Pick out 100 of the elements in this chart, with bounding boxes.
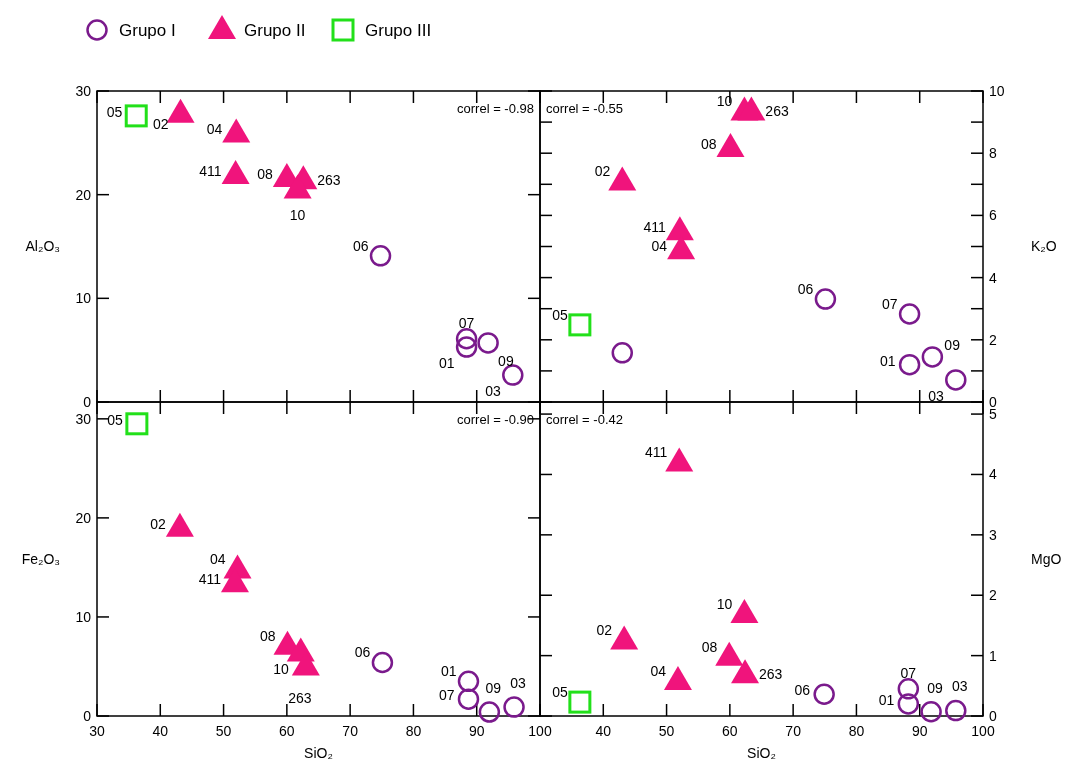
- annotation: 03: [485, 382, 501, 399]
- point: [813, 683, 835, 706]
- annotation: 02: [596, 622, 613, 639]
- annotation: 10: [716, 595, 733, 612]
- legend-label: Grupo I: [119, 20, 176, 40]
- point: [477, 332, 499, 354]
- annotation: 411: [644, 444, 668, 461]
- annotation: 02: [594, 163, 611, 180]
- y-tick-label: 8: [989, 145, 997, 162]
- annotation: 263: [759, 666, 783, 683]
- point: [502, 364, 524, 386]
- x-tick-label: 60: [279, 723, 295, 739]
- annotation: 06: [352, 237, 369, 254]
- annotation: 06: [354, 644, 371, 661]
- y-tick-label: 4: [989, 466, 997, 483]
- annotation: 05: [107, 411, 124, 428]
- y-tick-label: 2: [989, 331, 997, 348]
- annotation: 03: [510, 674, 527, 691]
- annotation: correl = -0.42: [546, 412, 623, 427]
- annotation: correl = -0.90: [457, 412, 534, 427]
- y-tick-label: 4: [989, 269, 997, 286]
- y-axis-title: K₂O: [1031, 238, 1057, 255]
- annotation: 02: [150, 515, 167, 532]
- point: [568, 313, 592, 337]
- point: [897, 693, 920, 715]
- annotation: correl = -0.55: [546, 101, 623, 116]
- annotation: 04: [651, 238, 668, 255]
- annotation: 06: [797, 280, 814, 297]
- annotation: 04: [206, 121, 223, 138]
- x-tick-label: 80: [405, 723, 422, 739]
- annotation: 07: [900, 664, 917, 681]
- annotation: 09: [927, 679, 944, 696]
- y-tick-label: 1: [989, 647, 997, 664]
- annotation: 03: [952, 678, 968, 695]
- y-tick-label: 0: [989, 393, 997, 410]
- x-axis-title: SiO₂: [304, 745, 333, 761]
- annotation: 07: [882, 295, 898, 312]
- point: [898, 353, 921, 376]
- point: [730, 598, 759, 623]
- annotation: 05: [552, 684, 569, 701]
- annotation: 08: [257, 165, 274, 182]
- x-tick-label: 90: [911, 723, 928, 739]
- y-axis-title: MgO: [1031, 550, 1062, 567]
- point: [665, 216, 694, 241]
- point: [716, 132, 745, 157]
- annotation: 411: [198, 571, 222, 588]
- annotation: 04: [650, 662, 667, 679]
- annotation: 411: [643, 219, 667, 236]
- x-tick-label: 40: [595, 723, 612, 739]
- annotation: 10: [716, 93, 733, 110]
- y-tick-label: 20: [75, 186, 92, 203]
- y-tick-label: 3: [989, 526, 997, 543]
- x-tick-label: 80: [848, 723, 865, 739]
- y-axis-title: Fe₂O₃: [21, 550, 60, 567]
- y-tick-label: 10: [75, 290, 92, 307]
- point: [221, 159, 250, 184]
- annotation: 411: [199, 162, 222, 179]
- point: [455, 328, 478, 350]
- y-tick-label: 10: [75, 608, 92, 625]
- point: [611, 342, 634, 364]
- point: [897, 678, 920, 700]
- annotation: 02: [152, 115, 169, 132]
- annotation: 08: [259, 627, 276, 644]
- point: [369, 245, 392, 267]
- legend-label: Grupo III: [365, 20, 432, 40]
- point: [945, 369, 967, 391]
- annotation: 09: [485, 679, 502, 696]
- point: [166, 98, 195, 123]
- y-tick-label: 2: [989, 587, 997, 604]
- point: [921, 346, 944, 368]
- annotation: 06: [794, 682, 811, 699]
- x-tick-label: 90: [468, 723, 485, 739]
- point: [568, 690, 592, 714]
- x-tick-label: 100: [971, 723, 995, 739]
- x-tick-label: 70: [785, 723, 802, 739]
- x-tick-label: 70: [342, 723, 359, 739]
- point: [665, 447, 694, 472]
- y-tick-label: 30: [75, 82, 92, 99]
- annotation: 01: [439, 354, 455, 371]
- annotation: 09: [944, 336, 961, 353]
- annotation: correl = -0.98: [457, 101, 534, 116]
- y-tick-label: 6: [989, 207, 997, 224]
- annotation: 01: [878, 691, 895, 708]
- annotation: 263: [317, 172, 341, 189]
- x-tick-label: 60: [722, 723, 738, 739]
- annotation: 07: [458, 314, 475, 331]
- point: [945, 699, 967, 722]
- annotation: 05: [552, 306, 569, 323]
- y-tick-label: 0: [83, 707, 92, 724]
- point: [898, 303, 921, 325]
- annotation: 07: [438, 687, 455, 704]
- y-tick-label: 0: [989, 707, 997, 724]
- point: [455, 336, 478, 358]
- x-axis-title: SiO₂: [747, 745, 776, 761]
- annotation: 10: [273, 660, 289, 677]
- legend-label: Grupo II: [244, 20, 306, 40]
- annotation: 08: [700, 135, 717, 152]
- annotation: 10: [289, 207, 306, 224]
- annotation: 08: [701, 638, 718, 655]
- annotation: 01: [880, 352, 896, 369]
